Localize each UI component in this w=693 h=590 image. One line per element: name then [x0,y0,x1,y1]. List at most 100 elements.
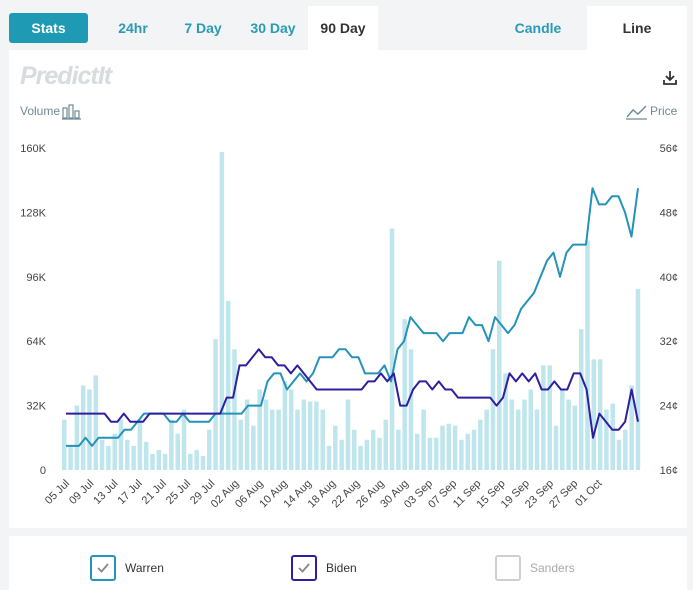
download-icon[interactable] [662,70,678,86]
volume-bar [478,419,483,470]
legend-label-sanders: Sanders [530,561,575,575]
volume-tick-label: 0 [40,465,46,477]
price-tick-label: 40¢ [660,272,678,284]
chart: 0 32K 64K 96K 128K 160K 16¢ 24¢ 32¢ 40¢ 48¢ 56¢ 05… [20,143,678,511]
volume-bar [74,405,80,470]
volume-tick-label: 128K [20,207,46,219]
legend-item-sanders[interactable]: Sanders [495,555,575,581]
volume-bar [541,365,546,470]
volume-bar [604,409,609,470]
volume-bar [270,409,275,470]
volume-bar [251,425,256,470]
tab-line[interactable]: Line [587,6,687,50]
legend-item-biden[interactable]: Biden [291,555,357,581]
price-axis-label: Price [650,104,678,118]
stats-button[interactable]: Stats [9,13,88,43]
tab-24hr[interactable]: 24hr [118,20,148,36]
volume-bar [427,437,433,470]
volume-bar [452,425,458,470]
volume-bar [591,359,597,470]
volume-icon [62,104,81,120]
volume-bar [364,439,370,470]
volume-bar [352,429,357,470]
tab-30-day[interactable]: 30 Day [250,20,296,36]
volume-bar [616,439,622,470]
legend: Warren Biden Sanders [9,536,687,590]
volume-bar [433,437,439,470]
volume-bar [156,449,162,470]
warren-checkbox[interactable] [90,555,116,581]
volume-bar [162,453,168,470]
volume-bar [137,419,143,470]
volume-bar [282,381,288,470]
tab-90-day[interactable]: 90 Day [308,6,378,50]
volume-bar [288,389,294,470]
volume-bar [131,445,136,470]
volume-bar [402,319,407,470]
predictit-logo: PredictIt [20,62,112,90]
volume-bar [200,455,206,470]
volume-bar [295,409,300,470]
volume-bar [125,439,130,470]
tab-7-day[interactable]: 7 Day [184,20,222,36]
volume-bar [244,399,250,470]
volume-bar [263,399,269,470]
tab-bar: Stats 24hr 7 Day 30 Day 90 Day Candle Li… [0,0,693,50]
volume-bar [370,429,376,470]
volume-bar [610,403,615,470]
volume-bar [219,152,225,470]
tab-candle[interactable]: Candle [514,20,562,36]
price-tick-label: 32¢ [660,336,678,348]
volume-bar [421,409,426,470]
volume-bar [459,439,464,470]
volume-bar [93,375,99,470]
volume-bar [440,425,445,470]
volume-bar [314,401,319,470]
volume-bar [484,409,489,470]
volume-bar [118,419,124,470]
legend-item-warren[interactable]: Warren [90,555,164,581]
volume-bar [213,339,218,470]
volume-bar [415,433,420,470]
volume-bar [207,429,212,470]
volume-bar [326,445,332,470]
volume-tick-label: 32K [26,401,46,413]
volume-bar [194,449,199,470]
legend-label-biden: Biden [326,561,357,575]
volume-tick-label: 96K [26,272,46,284]
x-tick-label: 09 Jul [67,478,96,507]
volume-bar [566,399,571,470]
volume-bar [629,385,634,470]
volume-bar [333,425,338,470]
volume-bar [585,240,590,470]
volume-axis-label: Volume [20,104,61,118]
volume-bar [169,419,174,470]
x-tick-label: 13 Jul [91,478,120,507]
volume-bar [345,399,351,470]
series-line-biden [66,348,639,439]
volume-bar [578,329,584,470]
volume-bar [175,433,180,470]
volume-bar [389,228,395,470]
volume-bar [143,441,149,470]
volume-bar [358,445,363,470]
price-tick-label: 24¢ [660,401,678,413]
volume-bar [497,260,502,470]
volume-bar [383,419,389,470]
sanders-checkbox[interactable] [495,555,521,581]
volume-bar [553,425,559,470]
volume-bar [188,453,193,470]
volume-bar [257,389,262,470]
volume-bar [62,419,67,470]
check-icon [298,563,310,573]
volume-bar [547,365,552,470]
volume-bar [396,429,401,470]
volume-bar [339,439,344,470]
volume-bar [471,429,477,470]
x-tick-label: 21 Jul [140,478,169,507]
x-tick-label: 17 Jul [115,478,144,507]
volume-bar [150,453,155,470]
volume-bar [68,445,73,470]
biden-checkbox[interactable] [291,555,317,581]
volume-bar [623,429,628,470]
